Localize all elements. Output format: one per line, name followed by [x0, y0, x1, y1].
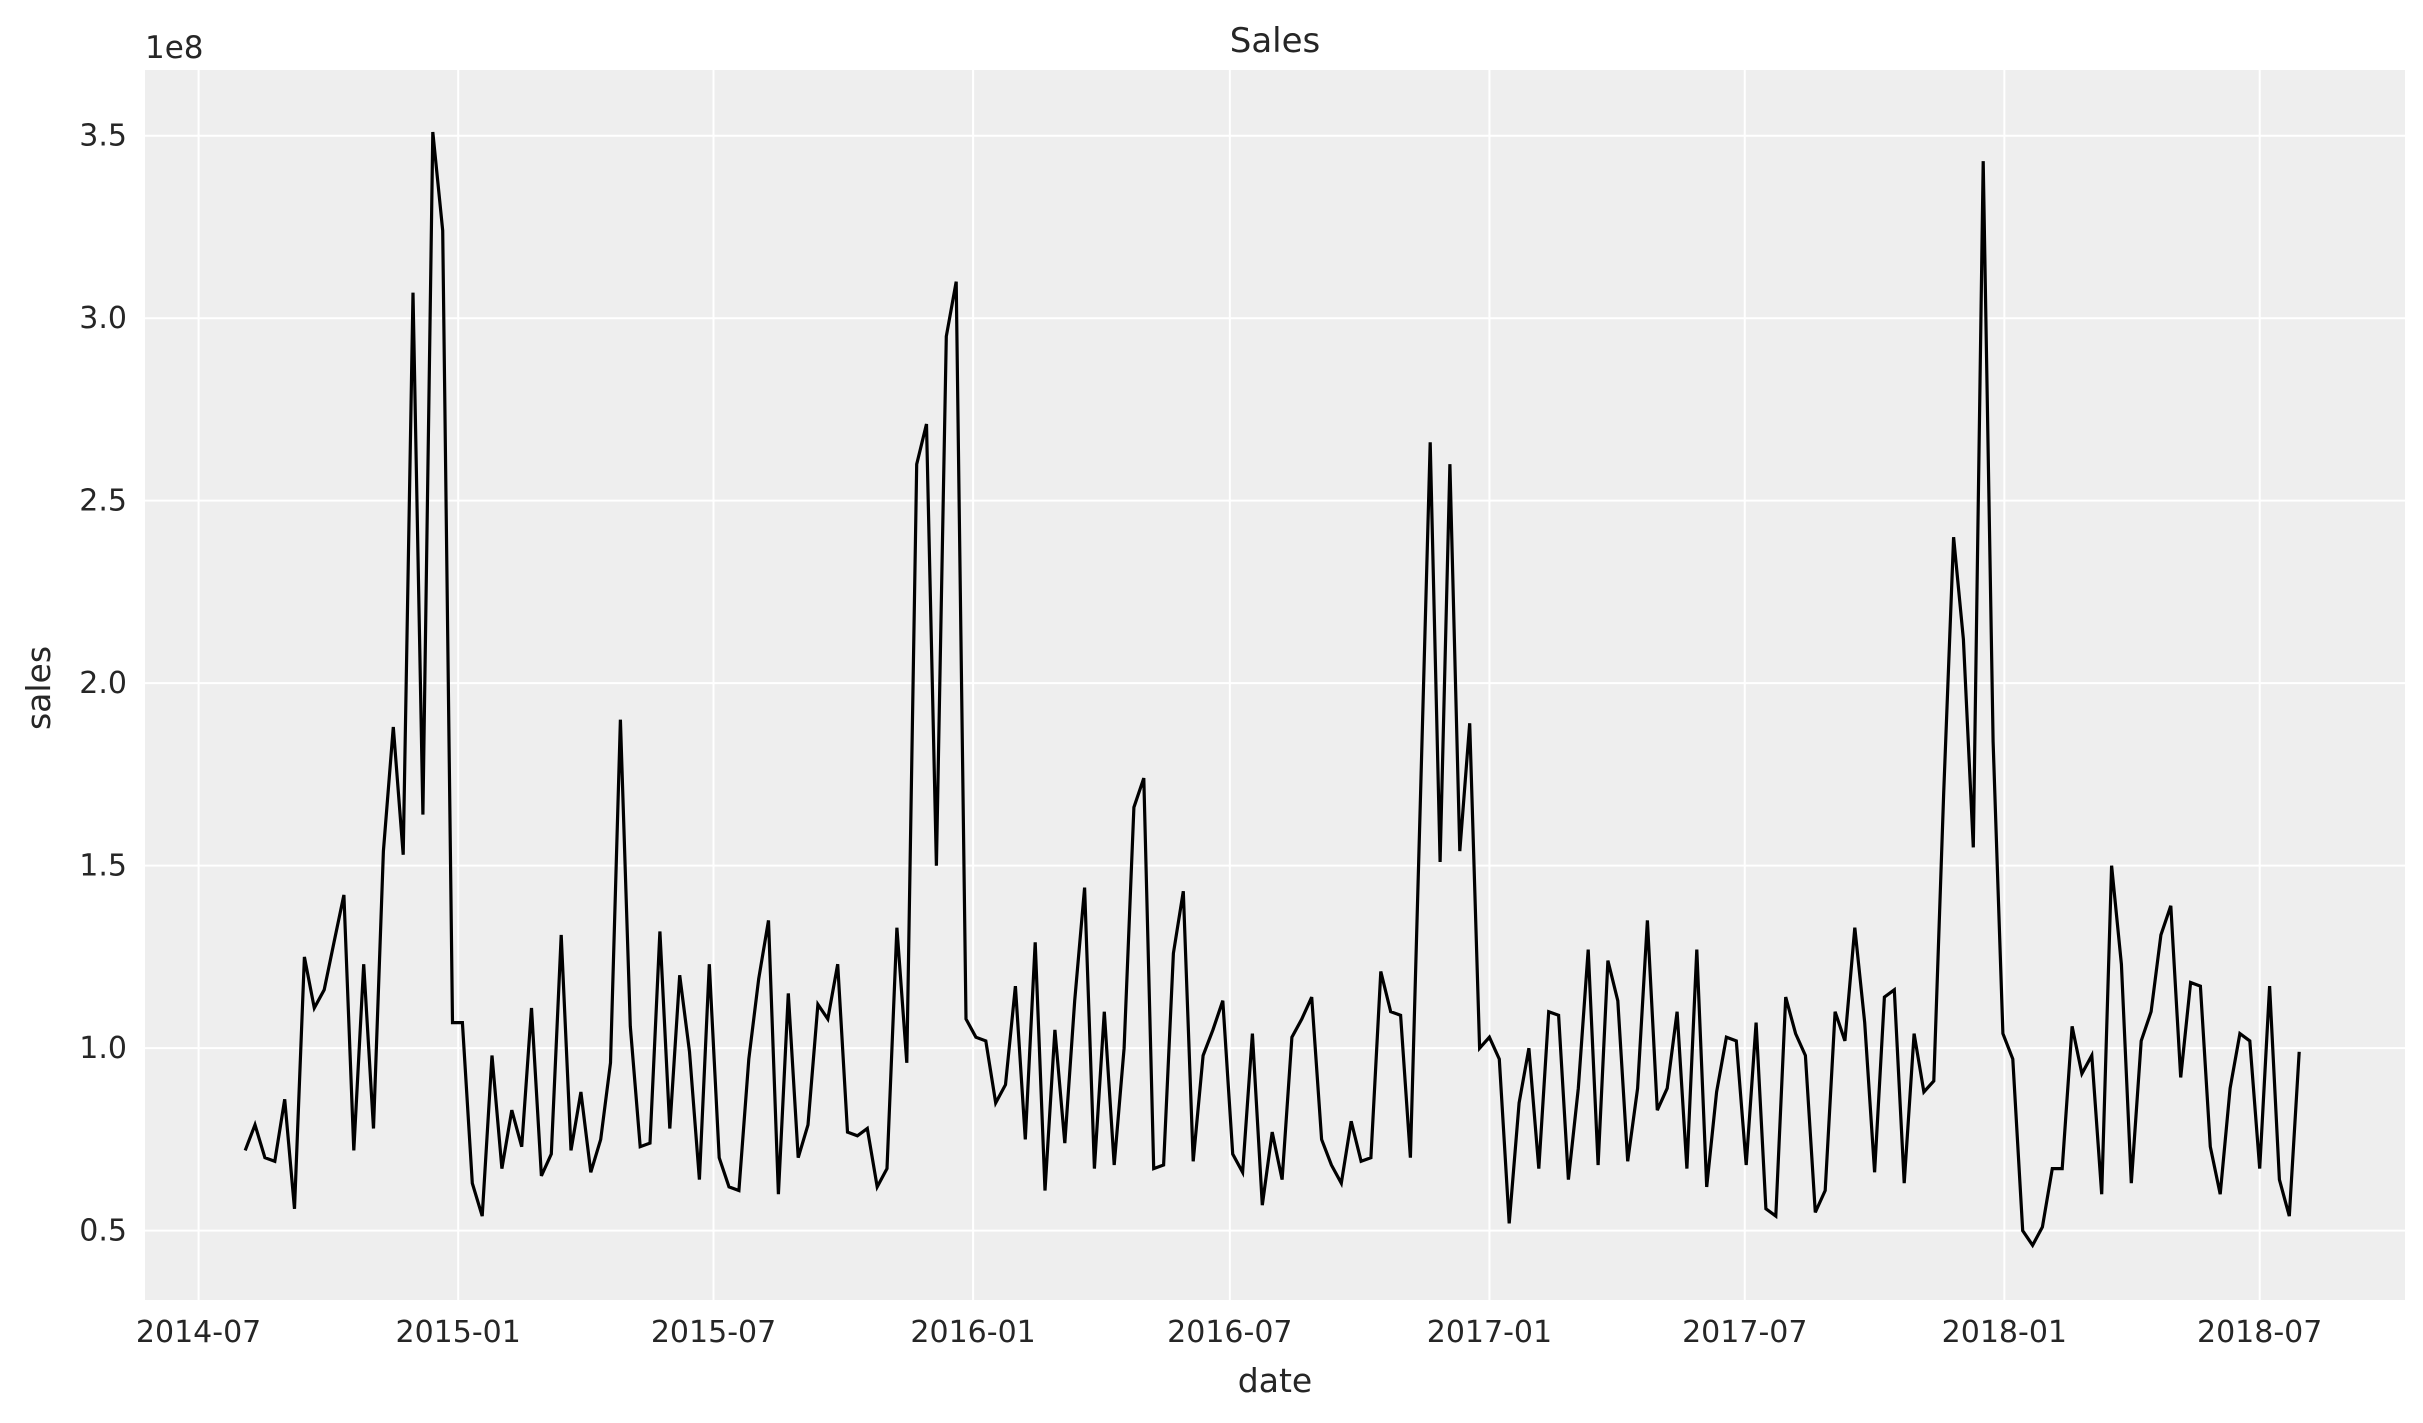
x-tick-label: 2015-01	[396, 1315, 521, 1350]
x-tick-label: 2015-07	[651, 1315, 776, 1350]
y-tick-label: 3.0	[79, 301, 127, 336]
y-offset-label: 1e8	[145, 30, 204, 66]
x-tick-label: 2016-01	[910, 1315, 1035, 1350]
x-tick-label: 2018-01	[1942, 1315, 2067, 1350]
grid-lines	[145, 70, 2405, 1300]
y-tick-label: 2.5	[79, 484, 127, 519]
y-tick-label: 1.5	[79, 849, 127, 884]
series-layer	[243, 131, 2301, 1249]
sales-line	[243, 131, 2301, 1249]
plot-area	[145, 70, 2405, 1300]
x-tick-label: 2018-07	[2197, 1315, 2322, 1350]
x-axis-ticks: 2014-07 2015-01 2015-07 2016-01 2016-07 2017-…	[136, 1315, 2322, 1350]
x-tick-label: 2016-07	[1167, 1315, 1292, 1350]
x-tick-label: 2017-07	[1682, 1315, 1807, 1350]
y-tick-label: 3.5	[79, 119, 127, 154]
y-axis-ticks: 0.5 1.0 1.5 2.0 2.5 3.0 3.5	[79, 119, 127, 1249]
y-tick-label: 2.0	[79, 666, 127, 701]
x-axis-label: date	[1238, 1361, 1312, 1400]
y-tick-label: 1.0	[79, 1031, 127, 1066]
x-tick-label: 2014-07	[136, 1315, 261, 1350]
x-tick-label: 2017-01	[1427, 1315, 1552, 1350]
chart-title: Sales	[1230, 21, 1321, 61]
y-tick-label: 0.5	[79, 1214, 127, 1249]
y-axis-label: sales	[19, 646, 58, 730]
